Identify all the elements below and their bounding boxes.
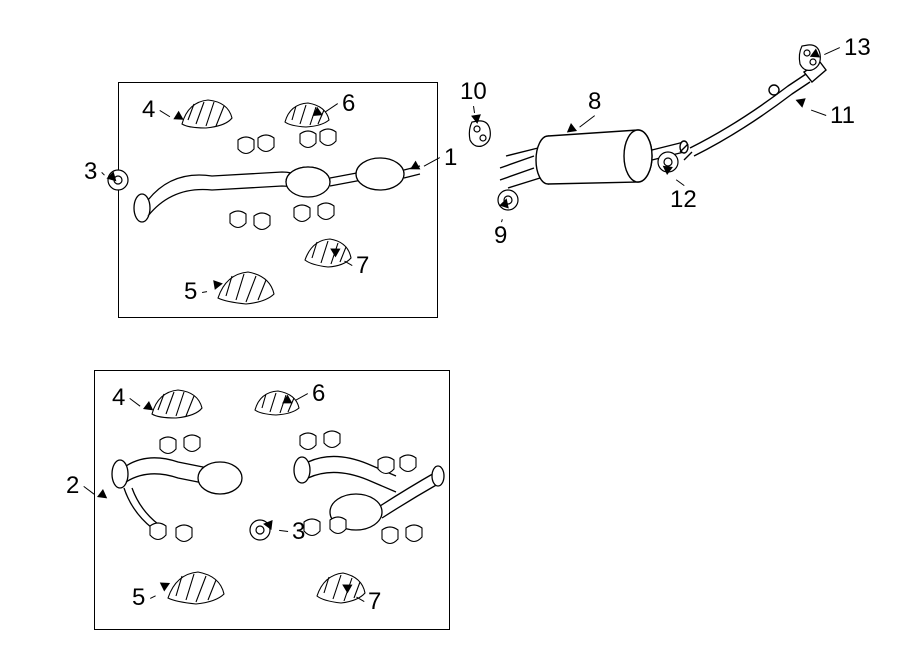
callout-label-c3b: 3 — [292, 520, 305, 544]
callout-label-c9: 9 — [494, 224, 507, 248]
diagram-stage: 1233445566778910111213 — [0, 0, 900, 661]
callout-label-c13: 13 — [844, 36, 871, 60]
callout-label-c4a: 4 — [142, 98, 155, 122]
callout-label-c8: 8 — [588, 90, 601, 114]
callout-label-c7a: 7 — [356, 254, 369, 278]
callout-label-c4b: 4 — [112, 386, 125, 410]
callout-label-c11: 11 — [830, 104, 855, 128]
callout-label-c3a: 3 — [84, 160, 97, 184]
arrowhead-c5a — [213, 279, 224, 290]
callout-label-c10: 10 — [460, 80, 487, 104]
arrowhead-c3b — [262, 519, 272, 530]
callout-label-c6b: 6 — [312, 382, 325, 406]
callout-label-c6a: 6 — [342, 92, 355, 116]
callout-label-c5a: 5 — [184, 280, 197, 304]
callout-label-c5b: 5 — [132, 586, 145, 610]
callout-label-c2: 2 — [66, 474, 79, 498]
callout-label-c12: 12 — [670, 188, 697, 212]
arrowhead-c10 — [471, 114, 482, 124]
clamps-layer — [0, 0, 900, 661]
callout-label-c7b: 7 — [368, 590, 381, 614]
callout-label-c1: 1 — [444, 146, 457, 170]
